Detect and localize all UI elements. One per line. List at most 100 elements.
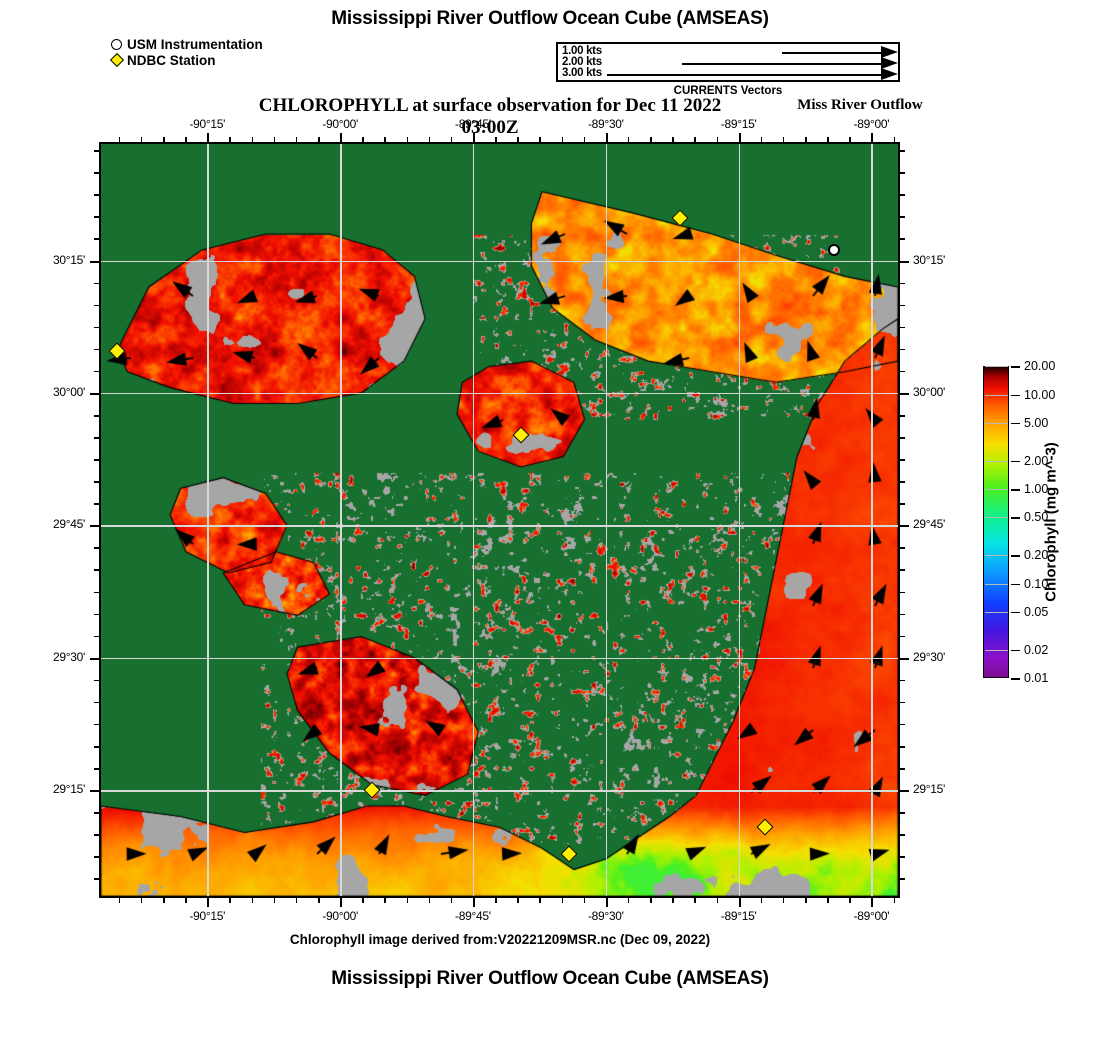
lon-major-tick-top	[340, 133, 343, 142]
lon-major-tick-bottom	[207, 898, 210, 907]
lon-major-tick-top	[738, 133, 741, 142]
circle-marker-icon	[110, 37, 127, 53]
lon-minor-tick-bottom	[384, 898, 386, 903]
colorbar-tick	[1011, 649, 1020, 651]
lat-major-tick-left	[90, 392, 99, 395]
colorbar-gridline	[984, 489, 1008, 490]
map-region-label: Miss River Outflow	[797, 97, 923, 113]
colorbar-tick-label: 2.00	[1024, 453, 1049, 468]
lon-axis-label-bottom: -89°30'	[587, 909, 624, 923]
vector-shaft-1	[782, 52, 882, 54]
lon-axis-label-top: -89°45'	[455, 117, 491, 131]
lon-minor-tick-top	[495, 137, 497, 142]
lat-axis-label-right: 30°15'	[913, 252, 945, 267]
colorbar-tick-label: 0.10	[1024, 576, 1049, 591]
lat-minor-tick-right	[900, 878, 905, 880]
subtitle-row: CHLOROPHYLL at surface observation for D…	[0, 95, 1000, 138]
lon-axis-label-bottom: -89°45'	[455, 909, 491, 923]
lat-minor-tick-left	[94, 459, 99, 461]
colorbar-gradient	[983, 366, 1009, 678]
colorbar-gridline	[984, 555, 1008, 556]
lat-axis-label-left: 30°00'	[53, 384, 85, 399]
lat-minor-tick-right	[900, 437, 905, 439]
lon-minor-tick-top	[539, 137, 541, 142]
lat-minor-tick-left	[94, 370, 99, 373]
lon-minor-tick-top	[561, 137, 563, 142]
lat-major-tick-right	[900, 657, 909, 660]
lon-minor-tick-bottom	[185, 898, 187, 903]
lat-minor-tick-left	[94, 481, 99, 483]
lon-minor-tick-top	[185, 137, 187, 142]
lat-minor-tick-right	[900, 459, 905, 461]
lat-axis-label-left: 30°15'	[53, 252, 85, 267]
lat-minor-tick-right	[900, 834, 905, 836]
usm-instrumentation-marker[interactable]	[828, 243, 841, 256]
lat-axis-label-left: 29°30'	[53, 649, 85, 664]
lat-major-tick-left	[90, 525, 99, 528]
colorbar-tick	[1011, 489, 1020, 491]
lat-axis-label-right: 29°45'	[913, 517, 945, 532]
lon-minor-tick-bottom	[118, 898, 121, 903]
legend-label-ndbc: NDBC Station	[127, 53, 216, 68]
lat-minor-tick-left	[94, 547, 99, 549]
colorbar-gridline	[984, 649, 1008, 651]
lon-minor-tick-top	[893, 137, 896, 142]
vector-shaft-2	[682, 63, 882, 65]
colorbar-gridline	[984, 366, 1008, 367]
lon-minor-tick-bottom	[362, 898, 364, 903]
colorbar-gridline	[984, 517, 1008, 519]
colorbar-tick-label: 0.05	[1024, 604, 1049, 619]
colorbar-tick-label: 1.00	[1024, 482, 1049, 496]
legend-label-usm: USM Instrumentation	[127, 37, 263, 52]
lat-minor-tick-right	[900, 591, 905, 593]
lon-minor-tick-bottom	[849, 898, 851, 903]
station-legend: USM Instrumentation NDBC Station	[109, 37, 263, 69]
lon-minor-tick-top	[251, 137, 253, 142]
page-title: Mississippi River Outflow Ocean Cube (AM…	[331, 8, 769, 29]
lon-minor-tick-top	[716, 137, 718, 142]
vector-legend-row-2: 2.00 kts	[558, 56, 902, 69]
lon-minor-tick-bottom	[782, 898, 785, 903]
lon-axis-label-top: -90°00'	[322, 117, 358, 131]
lat-minor-tick-right	[900, 282, 905, 285]
lat-minor-tick-right	[900, 856, 905, 858]
map-plot-area[interactable]	[99, 142, 900, 898]
lat-minor-tick-right	[900, 348, 905, 351]
lon-minor-tick-bottom	[163, 898, 165, 903]
lat-major-tick-right	[900, 790, 909, 793]
lon-major-tick-bottom	[605, 898, 608, 907]
vector-legend-row-1: 1.00 kts	[558, 45, 902, 58]
lon-axis-label-top: -89°15'	[720, 117, 757, 131]
lon-minor-tick-bottom	[318, 898, 320, 903]
lon-minor-tick-bottom	[672, 898, 674, 903]
legend-item-ndbc: NDBC Station	[109, 52, 263, 69]
lon-minor-tick-bottom	[517, 898, 519, 903]
lat-minor-tick-right	[900, 216, 905, 218]
lat-minor-tick-right	[900, 415, 905, 417]
lon-minor-tick-top	[406, 137, 408, 142]
lat-minor-tick-right	[900, 172, 905, 174]
lat-minor-tick-left	[94, 304, 99, 307]
lon-minor-tick-top	[163, 137, 165, 142]
colorbar-tick-label: 20.00	[1024, 359, 1056, 373]
lon-axis-label-bottom: -89°00'	[853, 909, 890, 923]
lon-major-tick-top	[207, 133, 210, 142]
lat-minor-tick-right	[900, 481, 905, 483]
lat-axis-label-right: 29°30'	[913, 649, 945, 664]
colorbar-tick	[1011, 422, 1020, 425]
lat-minor-tick-left	[94, 834, 99, 836]
lon-minor-tick-top	[229, 137, 231, 142]
colorbar-tick-label: 0.50	[1024, 510, 1049, 525]
lon-minor-tick-bottom	[495, 898, 497, 903]
lon-minor-tick-top	[273, 137, 276, 142]
map-subtitle: CHLOROPHYLL at surface observation for D…	[258, 95, 722, 138]
colorbar-gridline	[984, 611, 1008, 613]
lat-major-tick-left	[90, 260, 99, 263]
colorbar-tick-label: 5.00	[1024, 415, 1049, 430]
lat-major-tick-right	[900, 392, 909, 395]
lat-minor-tick-left	[94, 856, 99, 858]
lon-minor-tick-top	[318, 137, 320, 142]
lon-minor-tick-bottom	[450, 898, 453, 903]
lon-major-tick-bottom	[871, 898, 874, 907]
lat-minor-tick-right	[900, 812, 905, 814]
